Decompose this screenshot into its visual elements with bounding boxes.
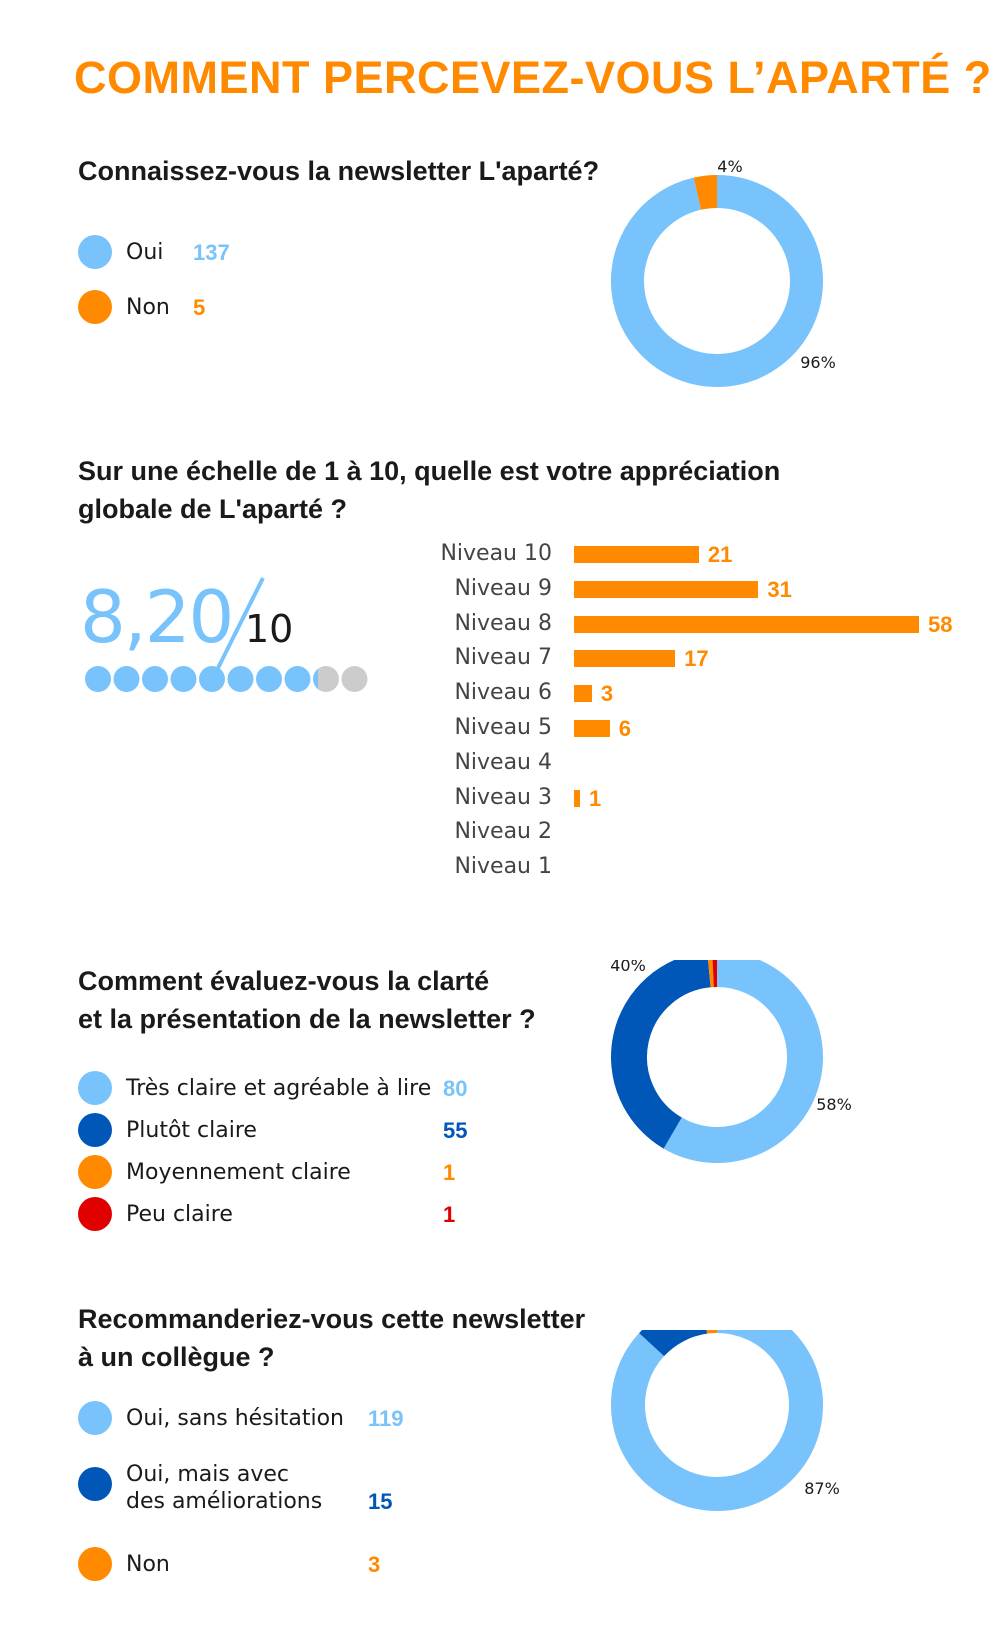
donut-slice — [611, 1330, 823, 1511]
legend-dot — [78, 1467, 112, 1501]
score-dot — [284, 666, 311, 692]
legend-label-line: des améliorations — [126, 1489, 323, 1514]
legend-value: 137 — [193, 240, 230, 265]
legend-label: Plutôt claire — [126, 1118, 257, 1143]
bar-value-label: 3 — [600, 681, 614, 707]
donut-percent-label: 4% — [717, 157, 742, 176]
donut-percent-label: 96% — [800, 353, 836, 372]
bar-value-label: 31 — [767, 576, 792, 602]
score-dot — [113, 666, 140, 692]
q3-question: Comment évaluez-vous la clarté et la pré… — [78, 962, 536, 1038]
donut-slice — [663, 960, 823, 1163]
donut-percent-label: 40% — [610, 960, 646, 975]
bar-category-label: Niveau 10 — [440, 541, 552, 566]
q4-question-line: Recommanderiez-vous cette newsletter — [78, 1304, 586, 1334]
bar — [574, 615, 919, 633]
score-dots — [85, 666, 368, 692]
legend-label: Non — [126, 1552, 170, 1577]
legend-dot — [78, 1155, 112, 1189]
average-score: 8,20 — [80, 575, 234, 659]
score-dot — [199, 666, 225, 692]
q1-donut-chart: 96% 4% — [611, 157, 836, 387]
bar-category-label: Niveau 5 — [454, 715, 552, 740]
bar — [574, 546, 699, 563]
q4-donut-chart: 87%11%2% — [611, 1330, 840, 1511]
legend-value: 1 — [443, 1202, 456, 1227]
legend-value: 55 — [443, 1118, 468, 1143]
legend-value: 1 — [443, 1160, 456, 1185]
q2-question-line: Sur une échelle de 1 à 10, quelle est vo… — [78, 456, 781, 486]
legend-dot — [78, 1401, 112, 1435]
score-dot — [227, 666, 254, 692]
donut-slice — [611, 960, 712, 1149]
legend-dot — [78, 235, 112, 269]
legend-label-line: Oui, mais avec — [126, 1462, 289, 1487]
bar-category-label: Niveau 7 — [454, 645, 552, 671]
q2-question: Sur une échelle de 1 à 10, quelle est vo… — [78, 452, 780, 528]
legend-value: 3 — [368, 1552, 381, 1577]
bar — [574, 580, 759, 598]
legend-label: Très claire et agréable à lire — [126, 1076, 432, 1101]
legend-label: Oui, mais avec des améliorations — [126, 1461, 322, 1515]
score-dot — [170, 666, 197, 692]
q2-question-line: globale de L'aparté ? — [78, 494, 347, 524]
legend-label: Non — [126, 295, 170, 320]
legend-dot — [78, 1071, 112, 1105]
page-title: COMMENT PERCEVEZ-VOUS L’APARTÉ ? — [74, 52, 992, 103]
bar-value-label: 21 — [707, 542, 733, 567]
legend-label: Peu claire — [126, 1202, 233, 1227]
legend-dot — [78, 1547, 112, 1581]
score-dot — [256, 666, 282, 692]
bar-value-label: 17 — [684, 646, 709, 672]
donut-slice — [639, 1330, 708, 1357]
q1-question: Connaissez-vous la newsletter L'aparté? — [78, 152, 599, 190]
legend-value: 119 — [368, 1406, 404, 1431]
q1-question-line: Connaissez-vous la newsletter L'aparté? — [78, 156, 600, 186]
bar — [574, 685, 592, 703]
legend-dot — [78, 1113, 112, 1147]
bar-category-label: Niveau 9 — [454, 575, 552, 601]
legend-dot — [78, 1197, 112, 1231]
score-value: 8,20 — [80, 575, 234, 659]
bar — [574, 720, 610, 737]
legend-label: Oui, sans hésitation — [126, 1406, 345, 1431]
bar-category-label: Niveau 1 — [454, 854, 552, 880]
bar-value-label: 6 — [618, 716, 631, 741]
bar-category-label: Niveau 8 — [454, 610, 552, 636]
bar-category-label: Niveau 2 — [454, 819, 552, 845]
bar-category-label: Niveau 3 — [454, 784, 552, 810]
score-dot — [85, 666, 111, 692]
score-max: 10 — [245, 607, 294, 651]
legend-dot — [78, 290, 112, 324]
legend-value: 5 — [193, 295, 206, 320]
donut-percent-label: 87% — [804, 1479, 840, 1498]
q3-question-line: et la présentation de la newsletter ? — [78, 1004, 536, 1034]
legend-value: 15 — [368, 1489, 393, 1514]
q3-question-line: Comment évaluez-vous la clarté — [78, 966, 490, 996]
bar — [574, 650, 676, 668]
bar-value-label: 1 — [588, 785, 602, 811]
score-dot — [142, 666, 168, 692]
legend-label: Moyennement claire — [126, 1160, 351, 1185]
donut-percent-label: 58% — [816, 1095, 852, 1114]
bar-category-label: Niveau 4 — [454, 749, 552, 775]
q3-donut-chart: 58%40%1%1% — [610, 960, 852, 1163]
bar-value-label: 58 — [928, 611, 953, 637]
legend-value: 80 — [443, 1076, 468, 1101]
score-dot — [313, 666, 339, 692]
bar-category-label: Niveau 6 — [454, 680, 552, 706]
score-dot — [341, 666, 368, 692]
donut-slice — [693, 175, 718, 210]
bar — [574, 789, 580, 807]
score-slash — [216, 577, 265, 669]
q4-question-line: à un collègue ? — [78, 1342, 275, 1372]
legend-label: Oui — [126, 240, 164, 265]
donut-slice — [611, 175, 823, 387]
q4-question: Recommanderiez-vous cette newsletter à u… — [78, 1300, 585, 1376]
